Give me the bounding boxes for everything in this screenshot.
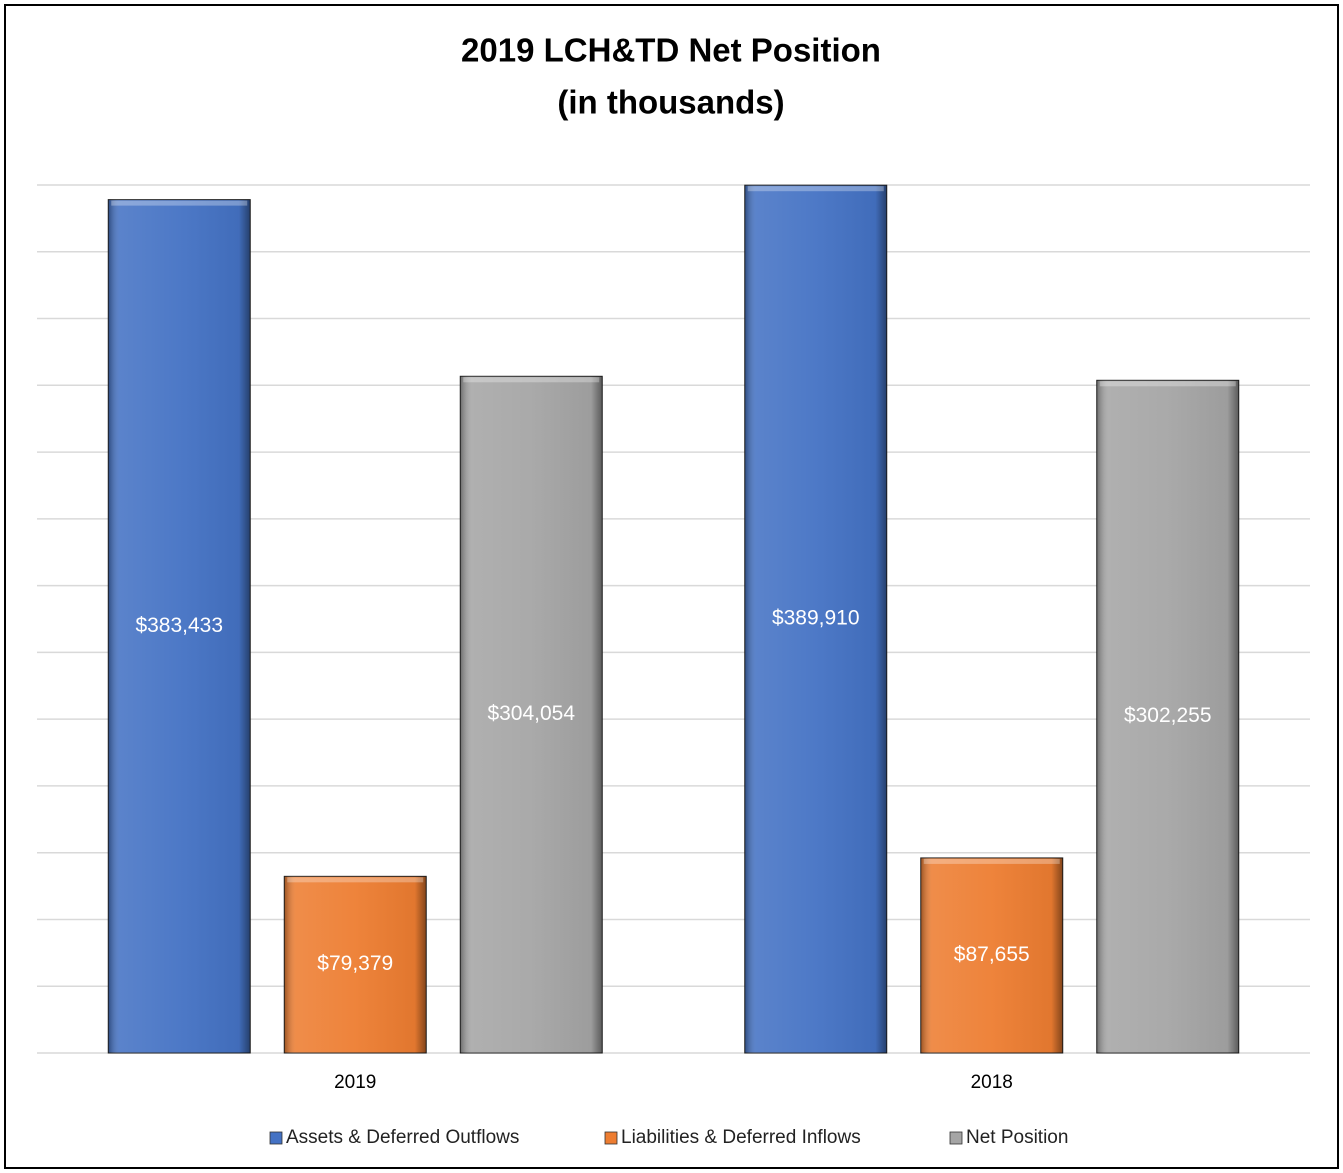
legend-swatch	[269, 1131, 283, 1145]
chart-subtitle: (in thousands)	[557, 84, 784, 121]
bar-bevel	[1099, 381, 1236, 387]
data-label: $79,379	[317, 952, 393, 975]
bar-bevel	[747, 186, 884, 192]
legend-swatch	[604, 1131, 618, 1145]
legend-label: Liabilities & Deferred Inflows	[621, 1127, 861, 1148]
chart-title: 2019 LCH&TD Net Position	[461, 32, 881, 69]
data-label: $389,910	[772, 607, 860, 630]
data-label: $302,255	[1124, 704, 1212, 727]
data-label: $383,433	[135, 614, 223, 637]
legend-swatch	[949, 1131, 963, 1145]
x-tick-label: 2018	[971, 1072, 1013, 1093]
bar-bevel	[111, 200, 248, 206]
legend-label: Assets & Deferred Outflows	[286, 1127, 519, 1148]
bar-bevel	[287, 877, 424, 883]
bar-bevel	[923, 858, 1060, 864]
data-label: $87,655	[954, 943, 1030, 966]
bar-bevel	[463, 377, 600, 383]
legend-label: Net Position	[966, 1127, 1068, 1148]
data-label: $304,054	[487, 702, 575, 725]
x-tick-label: 2019	[334, 1072, 376, 1093]
